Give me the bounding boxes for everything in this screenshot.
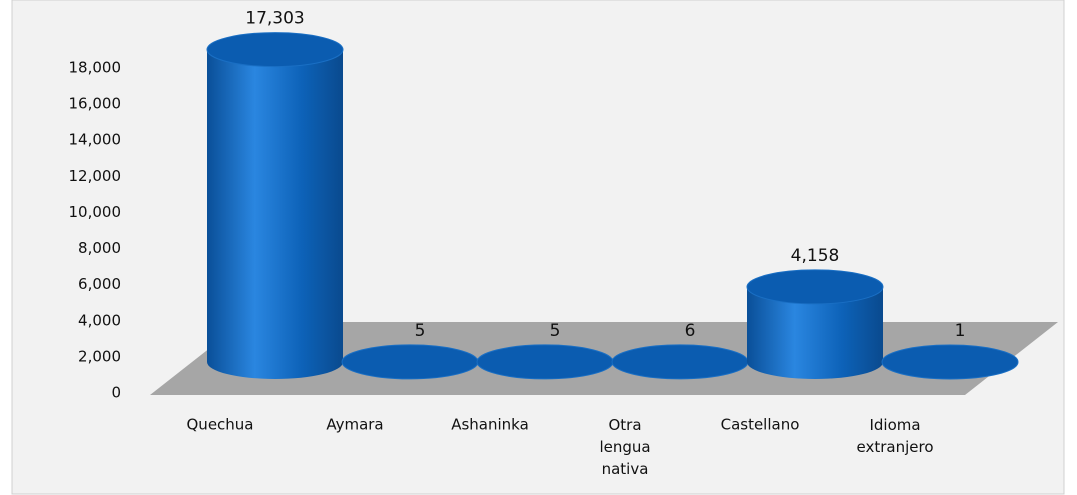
cylinder-top: [611, 344, 749, 380]
y-tick-label: 2,000: [78, 347, 121, 365]
cylinder-body: [747, 286, 883, 379]
bar: [206, 32, 344, 379]
value-label: 6: [685, 321, 696, 341]
x-tick-label: Ashaninka: [451, 416, 529, 434]
cylinder-top: [746, 269, 884, 305]
label-line: Idioma: [869, 416, 920, 434]
cylinder-top: [476, 344, 614, 380]
value-label: 5: [415, 321, 426, 341]
y-tick-label: 16,000: [69, 95, 122, 113]
value-label: 17,303: [245, 9, 304, 29]
x-tick-label: Idioma extranjero: [857, 416, 934, 456]
cylinder-top: [341, 344, 479, 380]
label-line: lengua: [599, 438, 650, 456]
y-tick-label: 12,000: [69, 167, 122, 185]
y-tick-label: 8,000: [78, 239, 121, 257]
chart-area: [11, 0, 1065, 495]
cylinder-body: [207, 49, 343, 379]
cylinder-top: [881, 344, 1019, 380]
bar: [881, 344, 1019, 380]
label-line: extranjero: [857, 438, 934, 456]
y-tick-label: 14,000: [69, 131, 122, 149]
x-tick-label: Aymara: [326, 416, 383, 434]
label-line: nativa: [602, 460, 649, 478]
y-tick-label: 6,000: [78, 275, 121, 293]
y-tick-label: 4,000: [78, 311, 121, 329]
bar: [746, 269, 884, 379]
bar: [341, 344, 479, 380]
value-label: 5: [550, 321, 561, 341]
cylinder-top: [206, 32, 344, 68]
bar: [476, 344, 614, 380]
value-label: 1: [955, 321, 966, 341]
x-tick-label: Castellano: [721, 416, 800, 434]
value-label: 4,158: [791, 246, 840, 266]
y-tick-label: 18,000: [69, 59, 122, 77]
x-tick-label: Otra lengua nativa: [599, 416, 650, 478]
bar: [611, 344, 749, 380]
y-tick-label: 0: [111, 384, 121, 402]
y-tick-label: 10,000: [69, 203, 122, 221]
label-line: Otra: [608, 416, 641, 434]
x-tick-label: Quechua: [187, 416, 254, 434]
